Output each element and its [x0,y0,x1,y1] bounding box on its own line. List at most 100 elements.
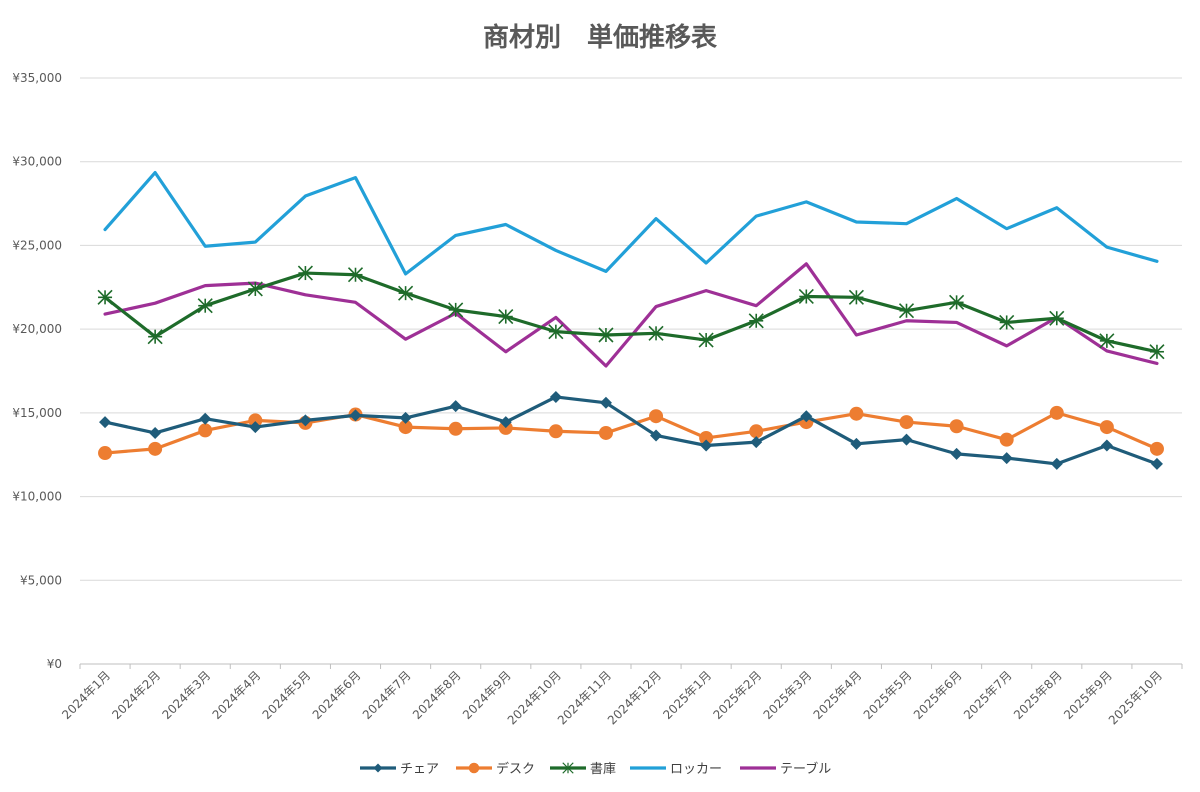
x-tick-label: 2025年7月 [961,668,1015,722]
series-4 [103,262,1159,368]
data-point [247,281,263,297]
legend-item: テーブル [740,761,831,777]
y-tick-label: ¥0 [47,657,62,671]
y-tick-label: ¥5,000 [20,573,62,587]
legend-item: デスク [456,761,535,777]
data-point [1149,441,1164,456]
x-tick-label: 2024年12月 [605,668,664,727]
x-tick-label: 2024年1月 [59,668,113,722]
x-tick-label: 2025年1月 [660,668,714,722]
series-line [103,262,1159,368]
series-line [103,170,1159,276]
series-3 [103,170,1159,276]
data-point [97,289,113,305]
data-point [549,390,562,403]
data-point [950,447,963,460]
legend-label: デスク [496,761,535,777]
data-point [248,413,263,428]
data-point [650,429,663,442]
data-point [848,289,864,305]
data-point [297,265,313,281]
data-point [750,436,763,449]
data-point [198,423,213,438]
x-tick-label: 2024年4月 [210,668,264,722]
data-point [1049,310,1065,326]
x-tick-label: 2025年2月 [710,668,764,722]
data-point [999,432,1014,447]
data-point [999,314,1015,331]
data-point [748,313,764,329]
data-point [900,433,913,446]
x-tick-label: 2024年2月 [109,668,163,722]
x-tick-label: 2025年3月 [761,668,815,722]
series-lines [97,170,1165,470]
data-point [648,325,664,341]
data-point [149,426,162,439]
data-point [899,415,914,430]
data-point [398,420,413,435]
legend-label: 書庫 [590,762,616,777]
data-point [850,437,863,450]
data-point [499,416,512,429]
series-line [103,411,1159,455]
x-tick-label: 2025年6月 [911,668,965,722]
y-tick-label: ¥25,000 [12,238,62,252]
y-tick-label: ¥35,000 [12,71,62,85]
y-tick-label: ¥20,000 [12,322,62,336]
data-point [698,332,714,348]
data-point [548,324,564,340]
legend: チェア デスク 書庫 ロッカー テーブル [360,761,831,777]
data-point [373,763,383,773]
legend-label: テーブル [780,761,831,777]
data-point [99,416,112,429]
data-point [598,425,613,440]
data-point [299,414,312,427]
data-point [949,419,964,434]
data-point [1099,420,1114,435]
data-point [1049,405,1064,420]
data-point [1099,333,1115,349]
data-point [448,302,464,318]
legend-item: ロッカー [630,762,722,777]
data-point [1000,452,1013,465]
data-point [598,327,614,343]
data-point [798,288,814,305]
x-tick-label: 2024年5月 [260,668,314,722]
data-point [649,409,664,424]
data-point [1050,457,1063,470]
data-point [448,421,463,436]
data-point [148,441,163,456]
x-tick-label: 2024年6月 [310,668,364,722]
x-axis-ticks: 2024年1月2024年2月2024年3月2024年4月2024年5月2024年… [59,668,1165,727]
data-point [498,309,514,325]
data-point [98,446,113,461]
data-point [147,329,163,345]
data-point [1149,344,1165,360]
data-point [849,406,864,421]
gridlines [79,77,1183,669]
series-2 [97,265,1165,360]
series-line [103,271,1159,354]
x-tick-label: 2024年9月 [460,668,514,722]
x-tick-label: 2024年8月 [410,668,464,722]
data-point [548,424,563,439]
data-point [199,412,212,425]
data-point [700,439,713,452]
data-point [449,400,462,413]
data-point [349,409,362,422]
data-point [749,424,764,439]
data-point [197,298,213,314]
data-point [562,762,574,774]
legend-item: 書庫 [550,762,616,777]
x-tick-label: 2025年9月 [1061,668,1115,722]
y-tick-label: ¥15,000 [12,406,62,420]
series-line [103,395,1159,466]
data-point [1150,457,1163,470]
data-point [898,303,915,319]
y-axis-ticks: ¥0 ¥5,000 ¥10,000 ¥15,000 ¥20,000 ¥25,000 ¥30,… [12,71,62,671]
data-point [699,430,714,445]
series-1 [98,405,1164,461]
x-tick-label: 2025年5月 [861,668,915,722]
data-point [249,421,262,434]
data-point [347,267,364,283]
